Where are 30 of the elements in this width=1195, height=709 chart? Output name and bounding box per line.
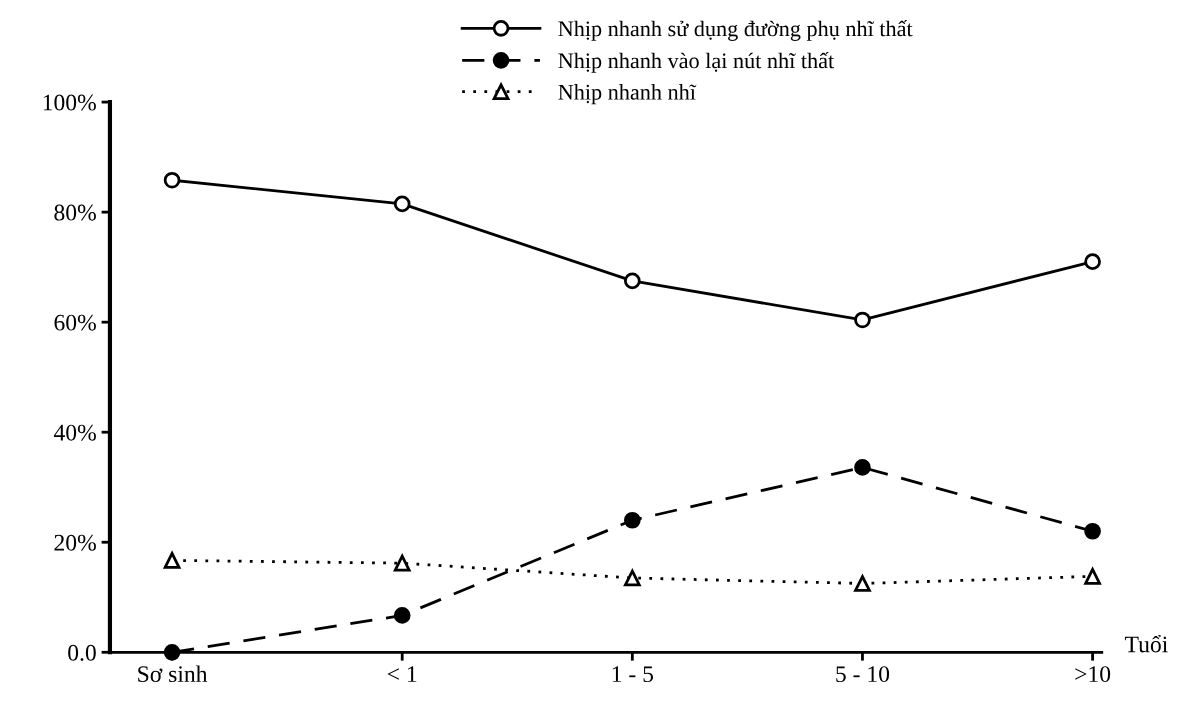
x-tick-label: >10: [1075, 666, 1111, 683]
legend-label: Nhịp nhanh sử dụng đường phụ nhĩ thất: [558, 20, 913, 41]
y-tick-label: 0.0: [68, 644, 96, 661]
point: [623, 272, 641, 290]
point: [393, 607, 411, 624]
point: [854, 311, 871, 329]
x-axis-title: Tuổi: [1124, 635, 1168, 653]
x-tick-label: 1 - 5: [612, 666, 654, 683]
point: [1084, 522, 1101, 540]
y-tick-label: 60%: [54, 314, 96, 331]
point: [623, 569, 641, 587]
y-tick-label: 100%: [43, 94, 96, 111]
point: [393, 195, 411, 213]
y-tick-label: 80%: [54, 204, 96, 221]
point: [1084, 253, 1101, 270]
legend-label: Nhịp nhanh vào lại nút nhĩ thất: [558, 52, 835, 73]
x-tick-label: < 1: [387, 666, 417, 682]
legend-label: Nhịp nhanh nhĩ: [558, 84, 697, 105]
x-tick-label: 5 - 10: [836, 666, 890, 683]
point: [163, 643, 181, 661]
point: [163, 171, 181, 189]
point: [854, 575, 871, 592]
point: [623, 511, 641, 529]
y-tick-label: 40%: [53, 424, 96, 441]
x-tick-label: Sơ sinh: [138, 665, 208, 683]
point: [163, 552, 181, 569]
point: [1084, 568, 1101, 585]
point: [854, 459, 871, 476]
point: [393, 554, 411, 572]
y-tick-label: 20%: [54, 534, 96, 551]
